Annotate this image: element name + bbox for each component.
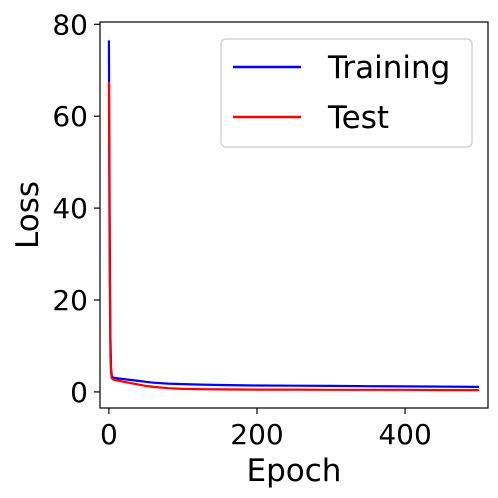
- legend: Training Test: [220, 38, 473, 148]
- y-tick-label: 40: [52, 192, 88, 225]
- y-axis-label: Loss: [10, 181, 46, 249]
- series-line-test: [107, 81, 480, 392]
- x-axis-ticks: 0 200 400: [100, 408, 432, 451]
- x-tick-label: 400: [378, 418, 431, 451]
- x-axis-label: Epoch: [247, 453, 342, 489]
- y-axis-ticks: 0 20 40 60 80: [52, 8, 100, 409]
- x-tick-label: 0: [100, 418, 118, 451]
- y-tick-label: 20: [52, 284, 88, 317]
- legend-label-test: Test: [327, 100, 389, 136]
- x-tick-label: 200: [230, 418, 283, 451]
- plot-lines: [107, 40, 480, 392]
- y-tick-label: 80: [52, 8, 88, 41]
- y-tick-label: 60: [52, 100, 88, 133]
- y-tick-label: 0: [70, 376, 88, 409]
- legend-label-training: Training: [327, 50, 450, 86]
- plot-frame: [99, 21, 489, 409]
